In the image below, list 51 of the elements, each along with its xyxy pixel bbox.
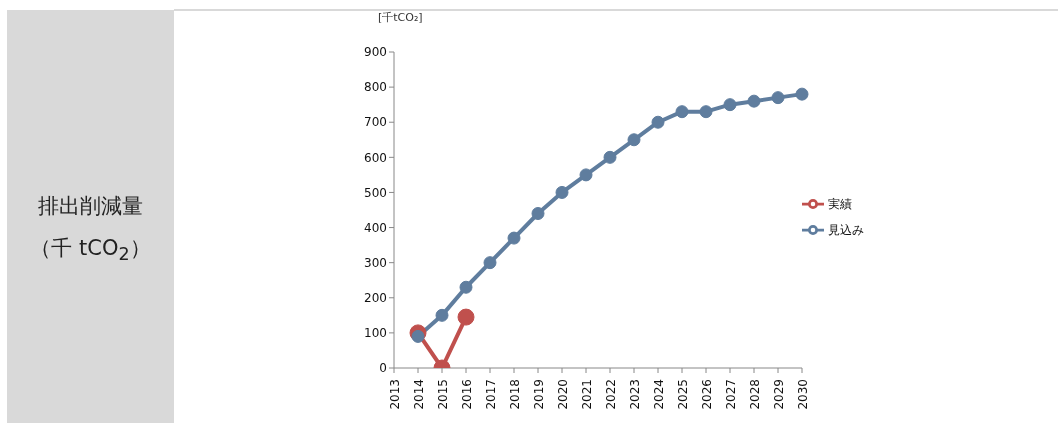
point xyxy=(603,150,617,164)
point xyxy=(459,280,473,294)
legend-label: 実績 xyxy=(828,196,852,211)
point xyxy=(651,115,665,129)
x-tick-label: 2018 xyxy=(507,379,522,410)
text: 排出削減量 xyxy=(37,193,144,220)
y-tick-label: 800 xyxy=(364,80,387,95)
point xyxy=(531,207,545,221)
x-tick-label: 2015 xyxy=(435,379,450,410)
y-tick-label: 100 xyxy=(364,326,387,341)
point xyxy=(771,91,785,105)
point xyxy=(795,87,809,101)
x-tick-label: 2021 xyxy=(579,379,594,410)
x-tick-label: 2013 xyxy=(387,379,402,410)
legend-label: 見込み xyxy=(828,222,864,237)
x-tick-label: 2029 xyxy=(771,379,786,410)
point xyxy=(699,105,713,119)
x-tick-label: 2019 xyxy=(531,379,546,410)
point xyxy=(435,308,449,322)
y-tick-label: 300 xyxy=(364,255,387,270)
point xyxy=(507,231,521,245)
y-tick-label: 700 xyxy=(364,115,387,130)
x-tick-label: 2028 xyxy=(747,379,762,410)
x-tick-label: 2016 xyxy=(459,379,474,410)
point xyxy=(723,98,737,112)
point xyxy=(483,256,497,270)
y-tick-label: 900 xyxy=(364,45,387,60)
x-tick-label: 2020 xyxy=(555,379,570,410)
x-tick-label: 2027 xyxy=(723,379,738,410)
x-tick-label: 2023 xyxy=(627,379,642,410)
y-tick-label: 0 xyxy=(379,361,387,376)
x-tick-label: 2017 xyxy=(483,379,498,410)
point xyxy=(457,308,475,326)
y-tick-label: 200 xyxy=(364,291,387,306)
point xyxy=(627,133,641,147)
x-tick-label: 2026 xyxy=(699,379,714,410)
y-tick-label: 600 xyxy=(364,150,387,165)
point xyxy=(675,105,689,119)
x-tick-label: 2025 xyxy=(675,379,690,410)
y-tick-label: 500 xyxy=(364,185,387,200)
x-tick-label: 2024 xyxy=(651,379,666,410)
point xyxy=(747,94,761,108)
point xyxy=(411,329,425,343)
x-tick-label: 2014 xyxy=(411,379,426,410)
x-tick-label: 2022 xyxy=(603,379,618,410)
point xyxy=(555,185,569,199)
x-tick-label: 2030 xyxy=(795,379,810,410)
y-tick-label: 400 xyxy=(364,220,387,235)
y-axis-title: [千tCO₂] xyxy=(378,10,423,25)
point xyxy=(579,168,593,182)
text: （千 tCO$_{2}$） xyxy=(29,235,152,267)
